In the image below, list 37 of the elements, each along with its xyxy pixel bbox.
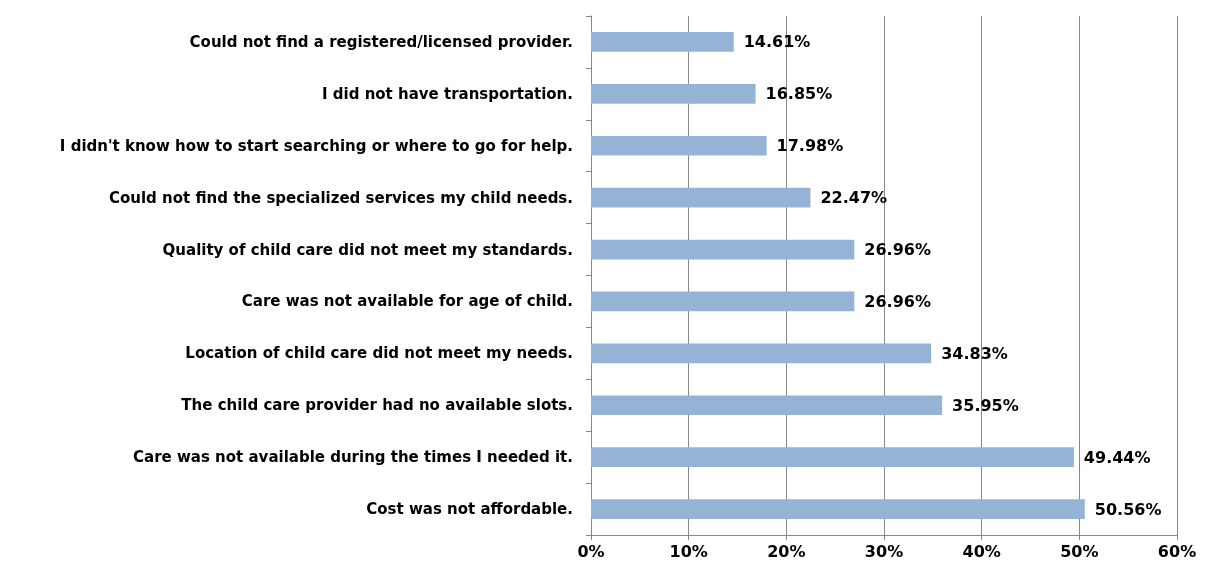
y-tick-label: Care was not available for age of child. [241, 292, 573, 311]
data-label: 26.96% [864, 291, 931, 311]
data-label: 26.96% [864, 240, 931, 260]
data-label: 50.56% [1094, 499, 1162, 519]
bar [591, 187, 811, 208]
y-tick-label: Cost was not affordable. [366, 500, 573, 519]
bar [591, 447, 1074, 468]
bar [591, 83, 756, 104]
y-tick-label: I didn't know how to start searching or where to go for help. [59, 136, 573, 155]
bar [591, 135, 767, 156]
bar [591, 499, 1085, 519]
bar [591, 343, 932, 364]
x-tick-label: 10% [669, 541, 708, 561]
x-tick-label: 30% [864, 541, 904, 561]
data-label: 49.44% [1083, 447, 1151, 467]
x-tick-label: 0% [577, 541, 605, 561]
data-label: 34.83% [941, 343, 1008, 363]
y-tick-label: The child care provider had no available slots. [181, 396, 573, 415]
bar [591, 395, 943, 416]
y-tick-label: Location of child care did not meet my needs. [185, 344, 573, 363]
data-label: 22.47% [820, 188, 888, 208]
x-tick-label: 20% [767, 541, 806, 561]
y-tick-label: Care was not available during the times I needed it. [133, 448, 573, 467]
data-label: 14.61% [743, 32, 811, 52]
x-tick-label: 50% [1060, 541, 1099, 561]
y-tick-label: Quality of child care did not meet my standards. [162, 240, 573, 259]
y-tick-label: I did not have transportation. [321, 84, 573, 103]
y-tick-label: Could not find a registered/licensed provider. [189, 32, 573, 51]
x-tick-label: 60% [1157, 541, 1197, 561]
bar [591, 32, 734, 52]
bar [591, 239, 855, 260]
x-tick-label: 40% [962, 541, 1001, 561]
bar [591, 291, 855, 312]
data-label: 17.98% [776, 136, 844, 156]
data-label: 35.95% [952, 395, 1019, 415]
y-tick-label: Could not find the specialized services my child needs. [108, 188, 573, 207]
data-label: 16.85% [765, 84, 833, 104]
